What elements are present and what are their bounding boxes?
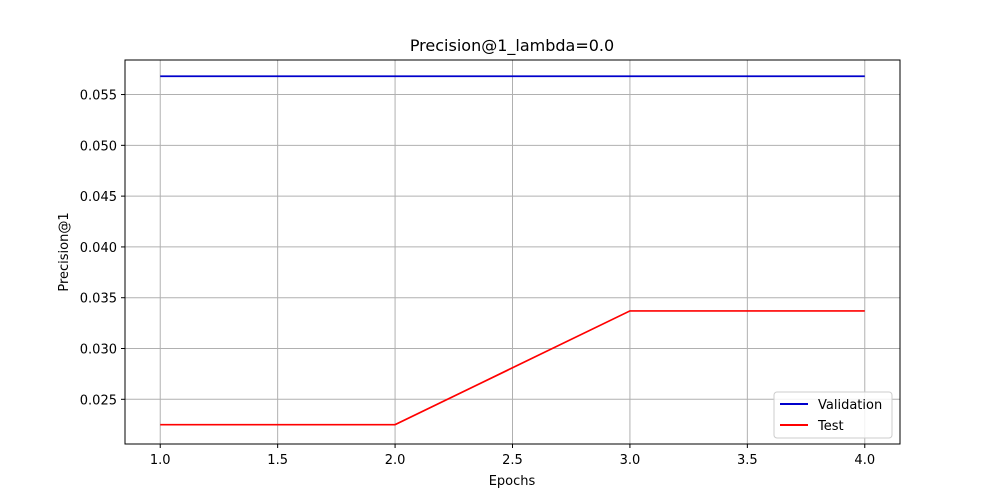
y-axis-ticks: 0.025 0.030 0.035 0.040 0.045 0.050 0.055 [80,89,125,408]
chart-title: Precision@1_lambda=0.0 [410,36,614,56]
series-lines [160,75,865,426]
y-tick-label: 0.055 [80,89,117,104]
series-line-test [160,310,865,426]
y-tick-label: 0.030 [80,343,117,358]
x-tick-label: 3.0 [620,453,641,468]
y-tick-label: 0.035 [80,292,117,307]
x-axis-label: Epochs [489,474,536,489]
x-tick-label: 3.5 [737,453,758,468]
x-axis-ticks: 1.0 1.5 2.0 2.5 3.0 3.5 4.0 [150,444,875,468]
y-tick-label: 0.045 [80,190,117,205]
x-tick-label: 2.0 [385,453,406,468]
y-tick-label: 0.050 [80,139,117,154]
legend-label-test: Test [817,419,844,434]
x-tick-label: 1.5 [267,453,288,468]
x-tick-label: 1.0 [150,453,171,468]
y-tick-label: 0.025 [80,393,117,408]
legend: Validation Test [773,391,893,439]
x-tick-label: 2.5 [502,453,523,468]
grid [125,60,900,444]
y-axis-label: Precision@1 [57,212,72,291]
x-tick-label: 4.0 [854,453,875,468]
legend-label-validation: Validation [818,398,882,413]
y-tick-label: 0.040 [80,241,117,256]
